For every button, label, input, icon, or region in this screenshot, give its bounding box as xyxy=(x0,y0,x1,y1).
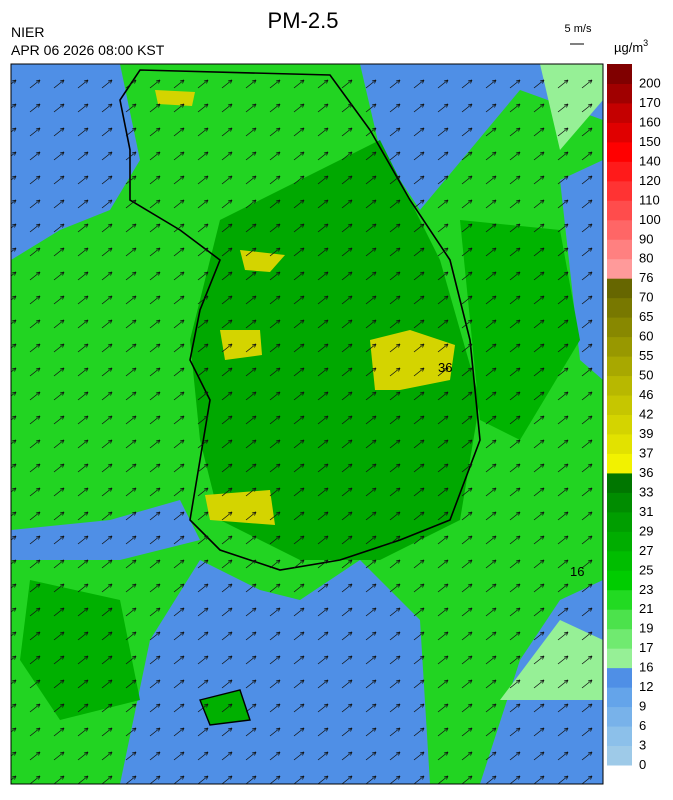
legend-swatch xyxy=(607,375,632,396)
legend-label: 50 xyxy=(639,368,653,383)
legend-swatch xyxy=(607,180,632,201)
unit: µg/m3 xyxy=(614,38,648,55)
legend-label: 0 xyxy=(639,757,646,772)
legend-label: 160 xyxy=(639,114,661,129)
legend-label: 70 xyxy=(639,290,653,305)
legend-label: 36 xyxy=(639,465,653,480)
contour-label: 16 xyxy=(570,564,584,579)
agency: NIER xyxy=(11,24,44,40)
legend-swatch xyxy=(607,687,632,708)
legend-swatch xyxy=(607,64,632,84)
legend-swatch xyxy=(607,258,632,279)
legend-swatch xyxy=(607,492,632,513)
legend-label: 110 xyxy=(639,192,660,207)
legend-label: 27 xyxy=(639,543,653,558)
legend-label: 100 xyxy=(639,212,661,227)
datetime: APR 06 2026 08:00 KST xyxy=(11,42,165,58)
legend-label: 16 xyxy=(639,660,653,675)
legend-label: 170 xyxy=(639,95,661,110)
legend-swatch xyxy=(607,297,632,318)
legend-label: 29 xyxy=(639,523,653,538)
legend-swatch xyxy=(607,414,632,435)
legend-swatch xyxy=(607,550,632,571)
legend-label: 65 xyxy=(639,309,653,324)
legend-label: 23 xyxy=(639,582,653,597)
legend: 0369121617192123252729313336373942465055… xyxy=(607,64,661,772)
legend-label: 140 xyxy=(639,153,661,168)
legend-label: 76 xyxy=(639,270,653,285)
legend-swatch xyxy=(607,570,632,591)
unit-base: µg/m xyxy=(614,40,643,55)
legend-label: 60 xyxy=(639,329,653,344)
legend-label: 33 xyxy=(639,484,653,499)
legend-swatch xyxy=(607,667,632,688)
legend-label: 17 xyxy=(639,640,653,655)
legend-label: 21 xyxy=(639,601,653,616)
legend-swatch xyxy=(607,433,632,454)
legend-swatch xyxy=(607,200,632,221)
legend-swatch xyxy=(607,122,632,143)
legend-swatch xyxy=(607,745,632,766)
unit-superscript: 3 xyxy=(643,38,648,48)
legend-swatch xyxy=(607,511,632,532)
legend-swatch xyxy=(607,726,632,747)
legend-swatch xyxy=(607,609,632,630)
legend-label: 80 xyxy=(639,251,653,266)
legend-swatch xyxy=(607,161,632,182)
title: PM-2.5 xyxy=(268,8,339,33)
legend-label: 9 xyxy=(639,699,646,714)
legend-label: 19 xyxy=(639,621,653,636)
legend-label: 3 xyxy=(639,738,646,753)
legend-label: 55 xyxy=(639,348,653,363)
legend-swatch xyxy=(607,395,632,415)
legend-swatch xyxy=(607,219,632,240)
legend-label: 6 xyxy=(639,718,646,733)
legend-swatch xyxy=(607,628,632,649)
legend-swatch xyxy=(607,356,632,377)
contour-label: 36 xyxy=(438,360,452,375)
legend-swatch xyxy=(607,336,632,357)
legend-label: 200 xyxy=(639,75,661,90)
legend-label: 120 xyxy=(639,173,661,188)
legend-swatch xyxy=(607,278,632,299)
legend-label: 12 xyxy=(639,679,653,694)
legend-label: 90 xyxy=(639,231,653,246)
legend-label: 46 xyxy=(639,387,653,402)
legend-swatch xyxy=(607,706,632,727)
legend-label: 25 xyxy=(639,562,653,577)
legend-label: 42 xyxy=(639,407,653,422)
legend-swatch xyxy=(607,102,632,123)
legend-swatch xyxy=(607,589,632,610)
map-frame xyxy=(10,63,604,785)
legend-label: 31 xyxy=(639,504,653,519)
wind-scale: 5 m/s xyxy=(565,23,592,35)
legend-swatch xyxy=(607,317,632,338)
legend-swatch xyxy=(607,453,632,474)
legend-swatch xyxy=(607,531,632,552)
legend-swatch xyxy=(607,648,632,669)
map: 36 16 xyxy=(11,64,603,784)
legend-label: 37 xyxy=(639,445,653,460)
legend-swatch xyxy=(607,239,632,260)
legend-label: 39 xyxy=(639,426,653,441)
legend-label: 150 xyxy=(639,134,661,149)
legend-swatch xyxy=(607,472,632,493)
legend-swatch xyxy=(607,83,632,104)
legend-swatch xyxy=(607,141,632,162)
